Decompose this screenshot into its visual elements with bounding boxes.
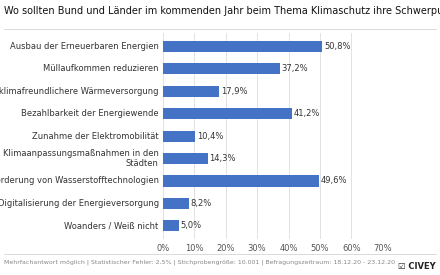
Text: 41,2%: 41,2%	[294, 109, 320, 118]
Text: 14,3%: 14,3%	[209, 154, 236, 163]
Text: 17,9%: 17,9%	[220, 87, 247, 96]
Bar	[163, 86, 219, 97]
Bar	[163, 153, 208, 164]
Bar	[163, 41, 323, 52]
Bar	[163, 220, 179, 231]
Bar	[163, 131, 195, 142]
Bar	[163, 198, 189, 209]
Text: 50,8%: 50,8%	[324, 42, 351, 51]
Bar	[163, 63, 280, 75]
Text: ☑ CIVEY: ☑ CIVEY	[398, 262, 436, 271]
Bar	[163, 108, 292, 119]
Text: 5,0%: 5,0%	[180, 221, 201, 230]
Text: 10,4%: 10,4%	[197, 132, 224, 141]
Bar	[163, 175, 319, 186]
Text: 8,2%: 8,2%	[190, 199, 211, 208]
Text: 37,2%: 37,2%	[281, 64, 308, 73]
Text: Mehrfachantwort möglich | Statistischer Fehler: 2,5% | Stichprobengröße: 10.001 : Mehrfachantwort möglich | Statistischer …	[4, 260, 396, 265]
Text: 49,6%: 49,6%	[320, 177, 347, 185]
Text: Wo sollten Bund und Länder im kommenden Jahr beim Thema Klimaschutz ihre Schwerp: Wo sollten Bund und Länder im kommenden …	[4, 6, 440, 15]
